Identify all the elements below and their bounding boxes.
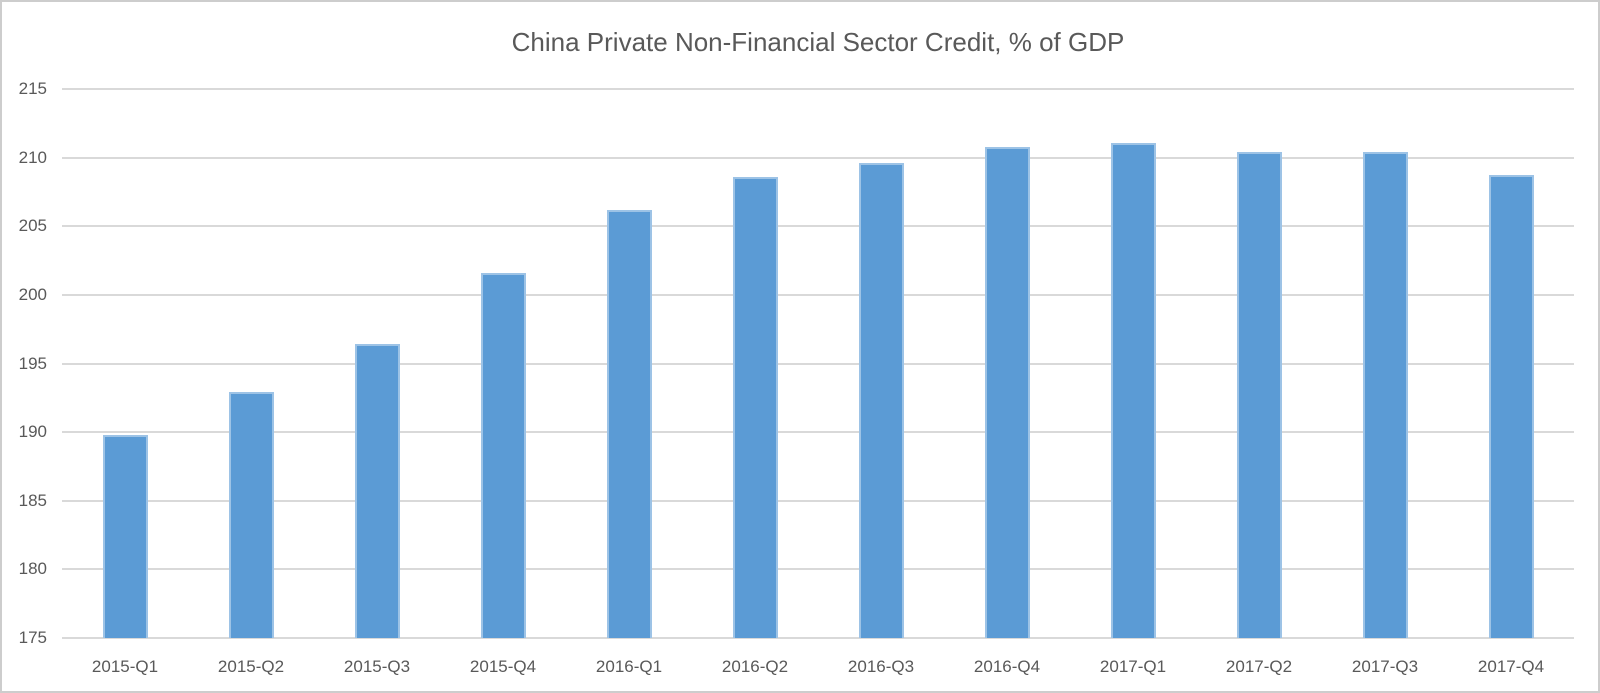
bar-2016-Q4	[984, 146, 1030, 638]
gridline-215	[62, 88, 1574, 90]
gridline-200	[62, 293, 1574, 296]
bar-2016-Q2	[732, 176, 778, 638]
bar-2016-Q1	[606, 209, 652, 638]
x-axis-label-2017-Q1: 2017-Q1	[1099, 657, 1167, 676]
bar-2015-Q3	[354, 344, 400, 638]
bar-2016-Q3	[858, 163, 904, 638]
bar-2017-Q3	[1362, 152, 1408, 638]
gridline-175	[62, 637, 1574, 639]
x-axis: 2015-Q1 2015-Q2 2015-Q3 2015-Q4 2016-Q1 2016-…	[62, 654, 1574, 680]
bar-2017-Q4	[1488, 175, 1534, 638]
x-axis-label-2015-Q1: 2015-Q1	[91, 657, 159, 676]
gridline-190	[62, 431, 1574, 434]
y-axis-tick-label: 185	[18, 490, 47, 510]
gridline-210	[62, 156, 1574, 159]
y-axis-tick-label: 215	[18, 79, 47, 98]
y-axis-tick-label: 175	[18, 628, 47, 647]
y-axis-tick-label: 180	[18, 559, 47, 579]
x-axis-label-2016-Q1: 2016-Q1	[595, 657, 663, 676]
bar-2015-Q4	[480, 272, 526, 638]
bar-2017-Q2	[1236, 152, 1282, 638]
y-axis-tick-label: 205	[18, 216, 47, 236]
x-axis-label-2016-Q2: 2016-Q2	[721, 657, 789, 676]
y-axis: 175 180 185 190 195 200 205 210 215	[2, 79, 47, 647]
x-axis-label-2015-Q4: 2015-Q4	[469, 657, 537, 676]
y-axis-tick-label: 190	[18, 422, 47, 442]
gridline-205	[62, 225, 1574, 228]
y-axis-tick-label: 195	[18, 353, 47, 373]
bar-2015-Q1	[102, 434, 148, 638]
gridline-180	[62, 568, 1574, 571]
gridline-185	[62, 499, 1574, 502]
bar-2015-Q2	[228, 392, 274, 638]
y-axis-tick-label: 210	[18, 147, 47, 167]
plot-area	[62, 88, 1574, 639]
gridline-195	[62, 362, 1574, 365]
x-axis-label-2015-Q2: 2015-Q2	[217, 657, 285, 676]
chart-title: China Private Non-Financial Sector Credi…	[511, 27, 1125, 57]
x-axis-label-2017-Q3: 2017-Q3	[1351, 657, 1419, 676]
x-axis-label-2017-Q2: 2017-Q2	[1225, 657, 1293, 676]
x-axis-label-2015-Q3: 2015-Q3	[343, 657, 411, 676]
x-axis-label-2016-Q4: 2016-Q4	[973, 657, 1041, 676]
x-axis-label-2017-Q4: 2017-Q4	[1477, 657, 1545, 676]
x-axis-label-2016-Q3: 2016-Q3	[847, 657, 915, 676]
y-axis-tick-label: 200	[18, 284, 47, 304]
bar-2017-Q1	[1110, 142, 1156, 638]
